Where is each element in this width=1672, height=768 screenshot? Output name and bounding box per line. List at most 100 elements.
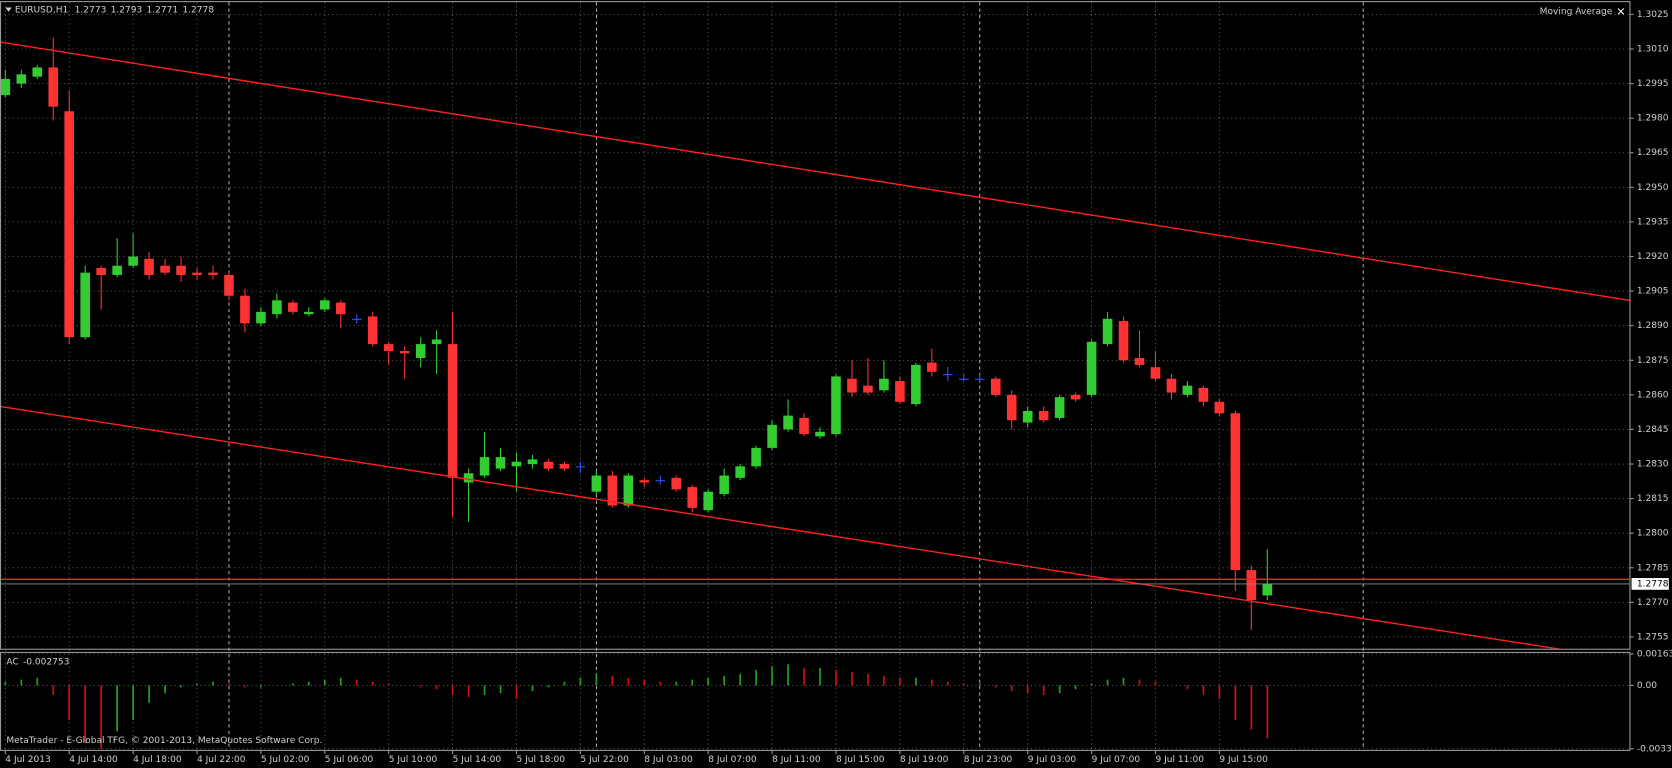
candle-body: [176, 265, 186, 275]
candle-body: [671, 477, 682, 490]
candle-body: [543, 461, 554, 469]
candle-body: [399, 351, 410, 354]
y-tick-label: 1.2935: [1637, 217, 1669, 227]
candle-body: [224, 274, 234, 296]
candle-body: [990, 378, 1001, 395]
candle-body: [703, 491, 713, 511]
candle-body: [1118, 321, 1129, 361]
candle-body: [655, 480, 666, 482]
x-tick-label: 5 Jul 22:00: [580, 755, 629, 765]
candle-body: [80, 272, 90, 338]
candle-body: [1182, 385, 1193, 395]
open-value: 1.2773: [75, 5, 107, 15]
candle-body: [0, 78, 11, 96]
candle-body: [383, 344, 394, 352]
trend-line: [0, 405, 1562, 649]
candle-body: [48, 67, 59, 107]
candle-body: [863, 385, 873, 393]
candle-body: [1022, 410, 1033, 423]
close-button[interactable]: ×: [1616, 4, 1626, 18]
candle-body: [479, 457, 490, 476]
candle-body: [911, 364, 921, 405]
x-tick-label: 8 Jul 19:00: [900, 755, 949, 765]
y-tick-label: 1.2770: [1637, 598, 1669, 608]
candle-body: [895, 381, 905, 402]
y-tick-label: 1.2860: [1637, 390, 1669, 400]
candle-body: [288, 302, 298, 312]
candle-body: [1230, 413, 1241, 571]
sub-header: AC -0.002753: [6, 657, 69, 667]
candle-body: [831, 376, 841, 435]
candle-body: [208, 272, 218, 275]
candle-body: [1038, 410, 1049, 421]
x-tick-label: 9 Jul 03:00: [1028, 755, 1077, 765]
candle-body: [511, 461, 522, 467]
x-tick-label: 8 Jul 15:00: [836, 755, 885, 765]
y-tick-label: 0.00: [1637, 681, 1657, 691]
y-tick-label: 1.2965: [1637, 148, 1669, 158]
candle-body: [783, 415, 793, 430]
candle-body: [527, 459, 538, 465]
candle-body: [256, 311, 266, 324]
x-tick-label: 8 Jul 07:00: [708, 755, 757, 765]
candle-body: [751, 447, 761, 467]
candle-body: [575, 466, 586, 468]
y-tick-label: 1.2995: [1637, 79, 1669, 89]
trend-line: [0, 41, 1630, 302]
sub-name: AC: [6, 657, 18, 667]
x-tick-label: 4 Jul 22:00: [197, 755, 246, 765]
marks: [0, 37, 1630, 749]
x-tick-label: 4 Jul 18:00: [133, 755, 182, 765]
candle-body: [879, 378, 889, 391]
candle-body: [1054, 397, 1065, 418]
y-tick-label: 1.2815: [1637, 494, 1669, 504]
x-tick-label: 5 Jul 10:00: [389, 755, 438, 765]
candle-body: [943, 374, 953, 376]
candle-body: [974, 378, 985, 380]
candle-body: [639, 480, 650, 483]
candle-body: [1134, 357, 1145, 365]
low-value: 1.2771: [147, 5, 179, 15]
candle-body: [1214, 401, 1225, 414]
candle-body: [272, 300, 282, 315]
y-tick-label: 1.2890: [1637, 321, 1669, 331]
candle-body: [1086, 341, 1097, 395]
candle-body: [767, 424, 777, 448]
y-tick-label: 1.3010: [1637, 44, 1669, 54]
y-tick-label: -0.00330: [1637, 744, 1672, 754]
sub-frame: [0, 651, 1631, 751]
candle-body: [559, 464, 570, 469]
candle-body: [1246, 570, 1257, 601]
x-tick-label: 4 Jul 2013: [5, 755, 51, 765]
candle-body: [16, 74, 27, 84]
y-tick-label: 1.2905: [1637, 287, 1669, 297]
candle-body: [128, 256, 138, 266]
y-tick-label: 1.2830: [1637, 460, 1669, 470]
candle-body: [240, 295, 250, 324]
x-tick-label: 9 Jul 07:00: [1092, 755, 1141, 765]
high-value: 1.2793: [111, 5, 143, 15]
candle-body: [959, 378, 969, 380]
y-tick-label: 1.2845: [1637, 425, 1669, 435]
x-tick-label: 9 Jul 15:00: [1219, 755, 1268, 765]
y-tick-label: 1.2980: [1637, 114, 1669, 124]
candle-body: [1070, 394, 1081, 400]
candle-body: [495, 457, 506, 469]
y-tick-label: 1.2755: [1637, 632, 1669, 642]
candle-body: [607, 475, 618, 506]
menu-arrow[interactable]: [5, 7, 12, 12]
candle-body: [735, 466, 745, 478]
candle-body: [160, 265, 170, 273]
candle-body: [799, 417, 809, 435]
price-pane: [0, 37, 1630, 649]
candle-body: [32, 67, 43, 77]
candle-body: [192, 272, 202, 275]
candle-body: [1262, 583, 1273, 596]
candle-body: [815, 431, 825, 437]
candle-body: [1102, 318, 1113, 345]
candle-body: [144, 258, 154, 275]
y-tick-label: 1.2920: [1637, 252, 1669, 262]
y-tick-label: 1.2785: [1637, 563, 1669, 573]
